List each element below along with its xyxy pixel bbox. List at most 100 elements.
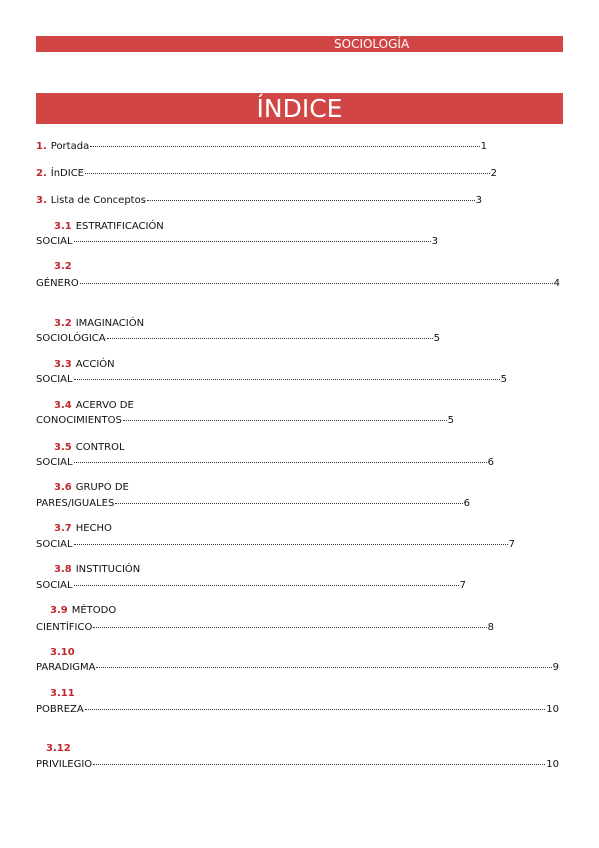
dot-leader <box>146 200 475 201</box>
toc-page: 5 <box>447 415 454 426</box>
toc-line: 3.2 <box>36 260 76 273</box>
toc-number: 3.6 <box>54 482 72 493</box>
toc-label: CIENTÍFICO <box>36 622 93 633</box>
toc-heading: GRUPO DE <box>75 482 129 493</box>
toc-label: PARADIGMA <box>36 662 96 673</box>
header-title: SOCIOLOGÍA <box>334 37 410 51</box>
toc-number: 3. <box>36 195 47 206</box>
toc-line: POBREZA 10 <box>36 703 559 716</box>
dot-leader <box>96 667 552 668</box>
toc-line: SOCIOLÓGICA 5 <box>36 332 440 345</box>
toc-number: 3.4 <box>54 400 72 411</box>
toc-line: 3.3 ACCIÓN <box>36 358 115 371</box>
toc-label: SOCIAL <box>36 374 73 385</box>
toc-label: SOCIAL <box>36 580 73 591</box>
toc-page: 8 <box>487 622 494 633</box>
dot-leader <box>85 173 490 174</box>
toc-line: 2. ÍnDICE 2 <box>36 167 497 180</box>
dot-leader <box>79 283 553 284</box>
dot-leader <box>122 420 447 421</box>
toc-number: 1. <box>36 141 47 152</box>
toc-number: 3.9 <box>50 605 68 616</box>
dot-leader <box>73 462 487 463</box>
dot-leader <box>73 379 500 380</box>
dot-leader <box>106 338 433 339</box>
toc-line: 3.8 INSTITUCIÓN <box>36 563 140 576</box>
toc-page: 1 <box>480 141 487 152</box>
toc-page: 3 <box>431 236 438 247</box>
index-title: ÍNDICE <box>36 93 563 124</box>
toc-number: 3.10 <box>50 647 75 658</box>
dot-leader <box>73 241 431 242</box>
toc-line: 3.2 IMAGINACIÓN <box>36 317 144 330</box>
toc-label: ÍnDICE <box>50 168 85 179</box>
toc-page: 7 <box>459 580 466 591</box>
toc-number: 3.3 <box>54 359 72 370</box>
toc-number: 3.5 <box>54 442 72 453</box>
toc-number: 2. <box>36 168 47 179</box>
toc-number: 3.2 <box>54 318 72 329</box>
toc-line: GÉNERO 4 <box>36 277 560 290</box>
toc-number: 3.1 <box>54 221 72 232</box>
toc-line: 3.1 ESTRATIFICACIÓN <box>36 220 164 233</box>
toc-number: 3.8 <box>54 564 72 575</box>
toc-heading: ESTRATIFICACIÓN <box>75 221 164 232</box>
toc-line: 1. Portada 1 <box>36 140 487 153</box>
toc-line: 3.11 <box>36 687 79 700</box>
toc-number: 3.11 <box>50 688 75 699</box>
toc-line: 3.12 <box>36 742 75 755</box>
toc-label: SOCIAL <box>36 236 73 247</box>
toc-line: 3.5 CONTROL <box>36 441 125 454</box>
header-bar: SOCIOLOGÍA <box>36 36 563 52</box>
dot-leader <box>93 764 546 765</box>
toc-heading: INSTITUCIÓN <box>75 564 141 575</box>
toc-line: SOCIAL 7 <box>36 538 515 551</box>
toc-line: SOCIAL 6 <box>36 456 494 469</box>
toc-line: SOCIAL 7 <box>36 579 466 592</box>
toc-heading: MÉTODO <box>71 605 117 616</box>
toc-page: 9 <box>552 662 559 673</box>
toc-page: 6 <box>487 457 494 468</box>
dot-leader <box>115 503 463 504</box>
toc-line: PARADIGMA 9 <box>36 661 559 674</box>
toc-line: PARES/IGUALES 6 <box>36 497 470 510</box>
toc-page: 6 <box>463 498 470 509</box>
toc-line: 3.6 GRUPO DE <box>36 481 129 494</box>
toc-number: 3.7 <box>54 523 72 534</box>
toc-label: SOCIAL <box>36 457 73 468</box>
toc-line: 3.9 MÉTODO <box>36 604 116 617</box>
toc-label: SOCIOLÓGICA <box>36 333 106 344</box>
toc-label: Portada <box>50 141 90 152</box>
toc-page: 2 <box>490 168 497 179</box>
toc-label: PARES/IGUALES <box>36 498 115 509</box>
toc-heading: CONTROL <box>75 442 125 453</box>
toc-line: SOCIAL 5 <box>36 373 507 386</box>
toc-label: POBREZA <box>36 704 84 715</box>
toc-line: PRIVILEGIO 10 <box>36 758 559 771</box>
toc-line: CIENTÍFICO 8 <box>36 621 494 634</box>
dot-leader <box>84 709 546 710</box>
toc-page: 7 <box>508 539 515 550</box>
dot-leader <box>73 544 508 545</box>
toc-number: 3.12 <box>46 743 71 754</box>
dot-leader <box>93 627 487 628</box>
toc-heading: ACCIÓN <box>75 359 115 370</box>
toc-line: 3.7 HECHO <box>36 522 112 535</box>
toc-heading: ACERVO DE <box>75 400 134 411</box>
toc-page: 4 <box>553 278 560 289</box>
toc-label: Lista de Conceptos <box>50 195 146 206</box>
toc-label: PRIVILEGIO <box>36 759 93 770</box>
toc-line: 3. Lista de Conceptos 3 <box>36 194 482 207</box>
toc-line: CONOCIMIENTOS 5 <box>36 414 454 427</box>
toc-line: SOCIAL 3 <box>36 235 438 248</box>
toc-heading: IMAGINACIÓN <box>75 318 145 329</box>
toc-page: 3 <box>475 195 482 206</box>
dot-leader <box>73 585 459 586</box>
dot-leader <box>90 146 480 147</box>
toc-line: 3.4 ACERVO DE <box>36 399 134 412</box>
toc-heading: HECHO <box>75 523 112 534</box>
toc-page: 10 <box>546 704 559 715</box>
toc-page: 5 <box>433 333 440 344</box>
toc-page: 10 <box>546 759 559 770</box>
toc-number: 3.2 <box>54 261 72 272</box>
